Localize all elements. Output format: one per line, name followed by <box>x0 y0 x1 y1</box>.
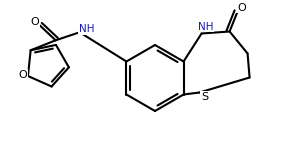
Text: NH: NH <box>198 21 213 32</box>
Text: O: O <box>237 3 246 12</box>
Text: O: O <box>18 70 27 80</box>
Text: O: O <box>30 17 39 27</box>
Text: S: S <box>201 92 208 101</box>
Text: NH: NH <box>79 24 94 34</box>
